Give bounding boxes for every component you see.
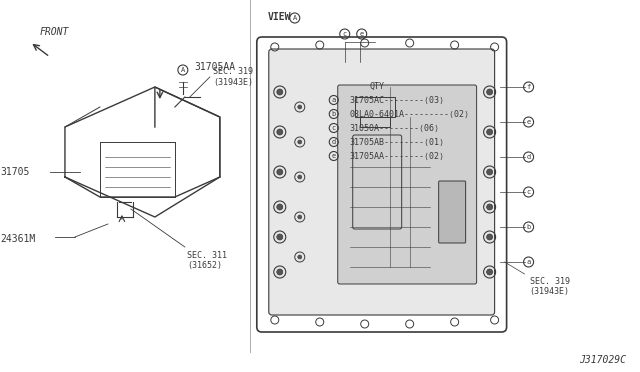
Circle shape — [276, 269, 283, 275]
Circle shape — [298, 140, 302, 144]
Circle shape — [486, 234, 493, 240]
Text: A: A — [292, 15, 297, 21]
Circle shape — [276, 169, 283, 175]
Text: b: b — [527, 224, 531, 230]
Circle shape — [298, 105, 302, 109]
Text: 31705AA--------⟨02⟩: 31705AA--------⟨02⟩ — [349, 151, 445, 160]
Text: 31705: 31705 — [0, 167, 29, 177]
Text: c: c — [527, 189, 531, 195]
FancyBboxPatch shape — [269, 49, 495, 315]
Text: FRONT: FRONT — [40, 27, 69, 37]
Text: SEC. 319
(31943E): SEC. 319 (31943E) — [529, 277, 570, 296]
Circle shape — [486, 269, 493, 275]
Text: 31705AA: 31705AA — [195, 62, 236, 72]
Text: VIEW: VIEW — [268, 12, 291, 22]
Text: 08LA0-6401A---------⟨02⟩: 08LA0-6401A---------⟨02⟩ — [349, 109, 470, 119]
Text: J317029C: J317029C — [580, 355, 627, 365]
FancyBboxPatch shape — [338, 85, 477, 284]
Text: e: e — [360, 31, 364, 37]
Circle shape — [486, 129, 493, 135]
Text: 31050A--------⟨06⟩: 31050A--------⟨06⟩ — [349, 124, 440, 132]
Text: a: a — [527, 259, 531, 265]
Text: d: d — [332, 139, 336, 145]
Circle shape — [486, 169, 493, 175]
Bar — [355, 97, 395, 117]
Bar — [360, 117, 390, 127]
Circle shape — [298, 215, 302, 219]
Circle shape — [298, 255, 302, 259]
Text: d: d — [527, 154, 531, 160]
Text: 24361M: 24361M — [0, 234, 35, 244]
Circle shape — [276, 129, 283, 135]
Circle shape — [276, 234, 283, 240]
Circle shape — [486, 89, 493, 95]
Text: b: b — [332, 111, 336, 117]
Text: SEC. 311
(31652): SEC. 311 (31652) — [187, 251, 227, 270]
Text: QTY: QTY — [370, 81, 385, 90]
Circle shape — [276, 89, 283, 95]
Text: 31705AB--------⟨01⟩: 31705AB--------⟨01⟩ — [349, 138, 445, 147]
Text: c: c — [332, 125, 336, 131]
Circle shape — [298, 175, 302, 179]
Text: f: f — [527, 84, 531, 90]
Text: A: A — [180, 67, 185, 73]
Text: SEC. 319
(31943E): SEC. 319 (31943E) — [213, 67, 253, 87]
Text: c: c — [342, 31, 347, 37]
Text: e: e — [332, 153, 336, 159]
FancyBboxPatch shape — [438, 181, 466, 243]
Text: e: e — [527, 119, 531, 125]
Circle shape — [276, 204, 283, 210]
Text: a: a — [332, 97, 336, 103]
Text: 31705AC--------⟨03⟩: 31705AC--------⟨03⟩ — [349, 96, 445, 105]
Circle shape — [486, 204, 493, 210]
